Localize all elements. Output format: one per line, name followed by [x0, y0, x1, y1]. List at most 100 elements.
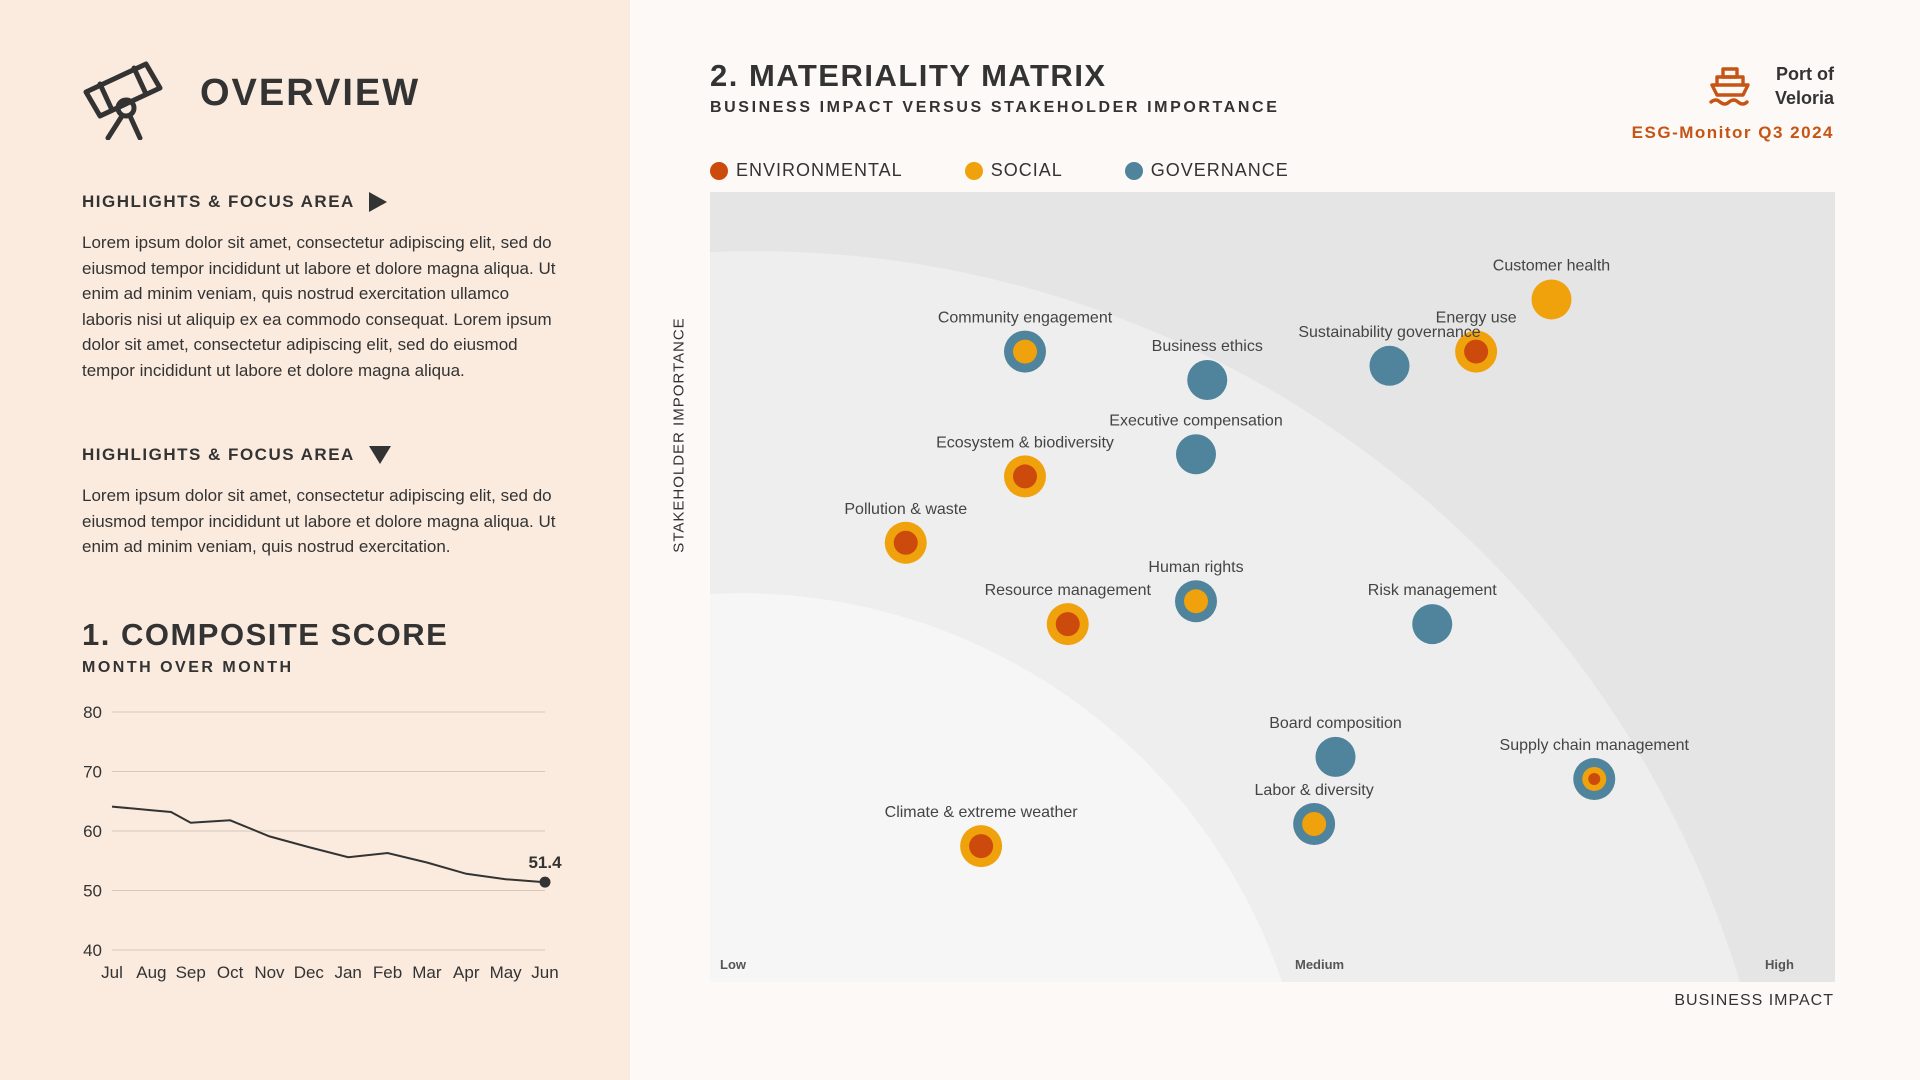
point-label: Supply chain management: [1500, 737, 1690, 754]
point-ring-governance: [1412, 604, 1453, 645]
last-point-marker: [539, 876, 551, 888]
highlights-heading-2-label: HIGHLIGHTS & FOCUS AREA: [82, 445, 355, 464]
x-tick-label: Feb: [373, 963, 402, 982]
matrix-point: Supply chain management: [1500, 737, 1690, 800]
point-label: Labor & diversity: [1255, 782, 1374, 799]
zone-label-low: Low: [720, 957, 747, 972]
overview-title: OVERVIEW: [200, 72, 421, 114]
point-label: Resource management: [985, 582, 1152, 599]
x-tick-label: Mar: [412, 963, 442, 982]
legend-dot-social: [964, 161, 983, 180]
ship-icon: [1709, 67, 1750, 106]
legend-label-environmental: ENVIRONMENTAL: [736, 160, 903, 180]
zone-label-medium: Medium: [1295, 957, 1344, 972]
matrix-point: Sustainability governance: [1298, 324, 1481, 386]
x-tick-label: Nov: [254, 963, 285, 982]
play-down-icon[interactable]: [368, 446, 391, 464]
matrix-point: Pollution & waste: [844, 501, 967, 564]
matrix-point: Community engagement: [938, 310, 1113, 373]
legend-item-social[interactable]: SOCIAL: [964, 160, 1063, 181]
x-tick-label: Jul: [101, 963, 123, 982]
legend-dot-governance: [1124, 161, 1143, 180]
point-ring-governance: [1176, 434, 1216, 475]
legend-item-governance[interactable]: GOVERNANCE: [1124, 160, 1289, 181]
point-label: Risk management: [1368, 582, 1498, 599]
x-tick-label: Oct: [217, 963, 244, 982]
point-ring-environmental: [1588, 772, 1601, 785]
matrix-point: Resource management: [985, 582, 1152, 646]
point-ring-governance: [1369, 345, 1410, 386]
matrix-point: Climate & extreme weather: [885, 804, 1079, 868]
point-ring-environmental: [1464, 339, 1489, 364]
legend-label-social: SOCIAL: [990, 160, 1063, 180]
matrix-point: Risk management: [1368, 582, 1498, 645]
point-label: Board composition: [1269, 715, 1402, 732]
point-label: Energy use: [1436, 310, 1517, 327]
y-tick-label: 70: [83, 763, 102, 782]
telescope-icon: [83, 61, 163, 140]
highlights-heading-1: HIGHLIGHTS & FOCUS AREA: [82, 192, 387, 212]
matrix-x-axis-label: BUSINESS IMPACT: [1674, 992, 1834, 1009]
play-right-icon[interactable]: [368, 192, 387, 212]
left-panel: OVERVIEW HIGHLIGHTS & FOCUS AREA Lorem i…: [0, 0, 630, 1080]
point-label: Executive compensation: [1109, 412, 1282, 429]
x-tick-label: Dec: [294, 963, 325, 982]
highlights-body-2: Lorem ipsum dolor sit amet, consectetur …: [82, 486, 556, 556]
point-label: Pollution & waste: [844, 501, 967, 518]
matrix-point: Ecosystem & biodiversity: [936, 434, 1114, 498]
x-tick-label: Jan: [334, 963, 361, 982]
composite-score-title: 1. COMPOSITE SCORE: [82, 617, 449, 652]
point-ring-environmental: [893, 530, 918, 555]
point-label: Ecosystem & biodiversity: [936, 434, 1114, 451]
point-label: Sustainability governance: [1298, 324, 1480, 341]
y-tick-label: 80: [83, 703, 102, 722]
matrix-y-axis-label: STAKEHOLDER IMPORTANCE: [670, 317, 688, 553]
composite-score-subtitle: MONTH OVER MONTH: [82, 659, 294, 676]
point-ring-social: [1531, 279, 1572, 320]
matrix-point: Human rights: [1148, 559, 1244, 623]
point-ring-environmental: [1055, 612, 1080, 637]
point-ring-environmental: [969, 834, 994, 859]
x-tick-label: Jun: [531, 963, 558, 982]
legend-dot-environmental: [710, 161, 728, 180]
zone-low: [710, 593, 1282, 982]
point-ring-social: [1302, 812, 1327, 836]
x-tick-label: Sep: [176, 963, 206, 982]
y-tick-label: 40: [83, 941, 102, 960]
legend-label-governance: GOVERNANCE: [1150, 160, 1289, 180]
last-value-label: 51.4: [528, 853, 562, 872]
matrix-point: Executive compensation: [1109, 412, 1283, 475]
x-tick-label: Aug: [136, 963, 166, 982]
point-label: Human rights: [1148, 559, 1243, 576]
zone-label-high: High: [1765, 957, 1794, 972]
series-line: [111, 805, 546, 884]
brand: Port of Veloria: [1708, 62, 1834, 110]
highlights-body-1: Lorem ipsum dolor sit amet, consectetur …: [82, 233, 556, 380]
y-tick-label: 60: [83, 822, 102, 841]
highlights-heading-2: HIGHLIGHTS & FOCUS AREA: [82, 445, 391, 465]
point-ring-governance: [1315, 736, 1356, 777]
matrix-legend: ENVIRONMENTAL SOCIAL GOVERNANCE: [710, 160, 1289, 181]
matrix-point: Business ethics: [1152, 338, 1263, 401]
matrix-point: Labor & diversity: [1255, 782, 1374, 845]
point-ring-social: [1184, 589, 1208, 614]
legend-item-environmental[interactable]: ENVIRONMENTAL: [710, 160, 903, 181]
matrix-title: 2. MATERIALITY MATRIX: [710, 58, 1107, 93]
matrix-point: Customer health: [1493, 257, 1610, 320]
brand-name-line1: Port of: [1776, 64, 1834, 84]
brand-name-line2: Veloria: [1774, 88, 1834, 108]
matrix-point: Board composition: [1269, 715, 1402, 777]
point-label: Climate & extreme weather: [885, 804, 1079, 821]
point-label: Community engagement: [938, 310, 1113, 327]
composite-line-chart: 40 50 60 70 80 Jul Aug Sep Oct Nov Dec Jan Feb Mar Apr…: [83, 703, 562, 982]
point-ring-social: [1013, 339, 1037, 364]
matrix-point: Energy use: [1436, 310, 1517, 373]
brand-name: Port of Veloria: [1764, 62, 1834, 110]
x-tick-label: May: [490, 963, 523, 982]
point-ring-governance: [1187, 360, 1228, 401]
point-label: Customer health: [1493, 257, 1610, 274]
point-label: Business ethics: [1152, 338, 1263, 355]
x-tick-label: Apr: [453, 963, 480, 982]
highlights-heading-1-label: HIGHLIGHTS & FOCUS AREA: [82, 192, 355, 211]
